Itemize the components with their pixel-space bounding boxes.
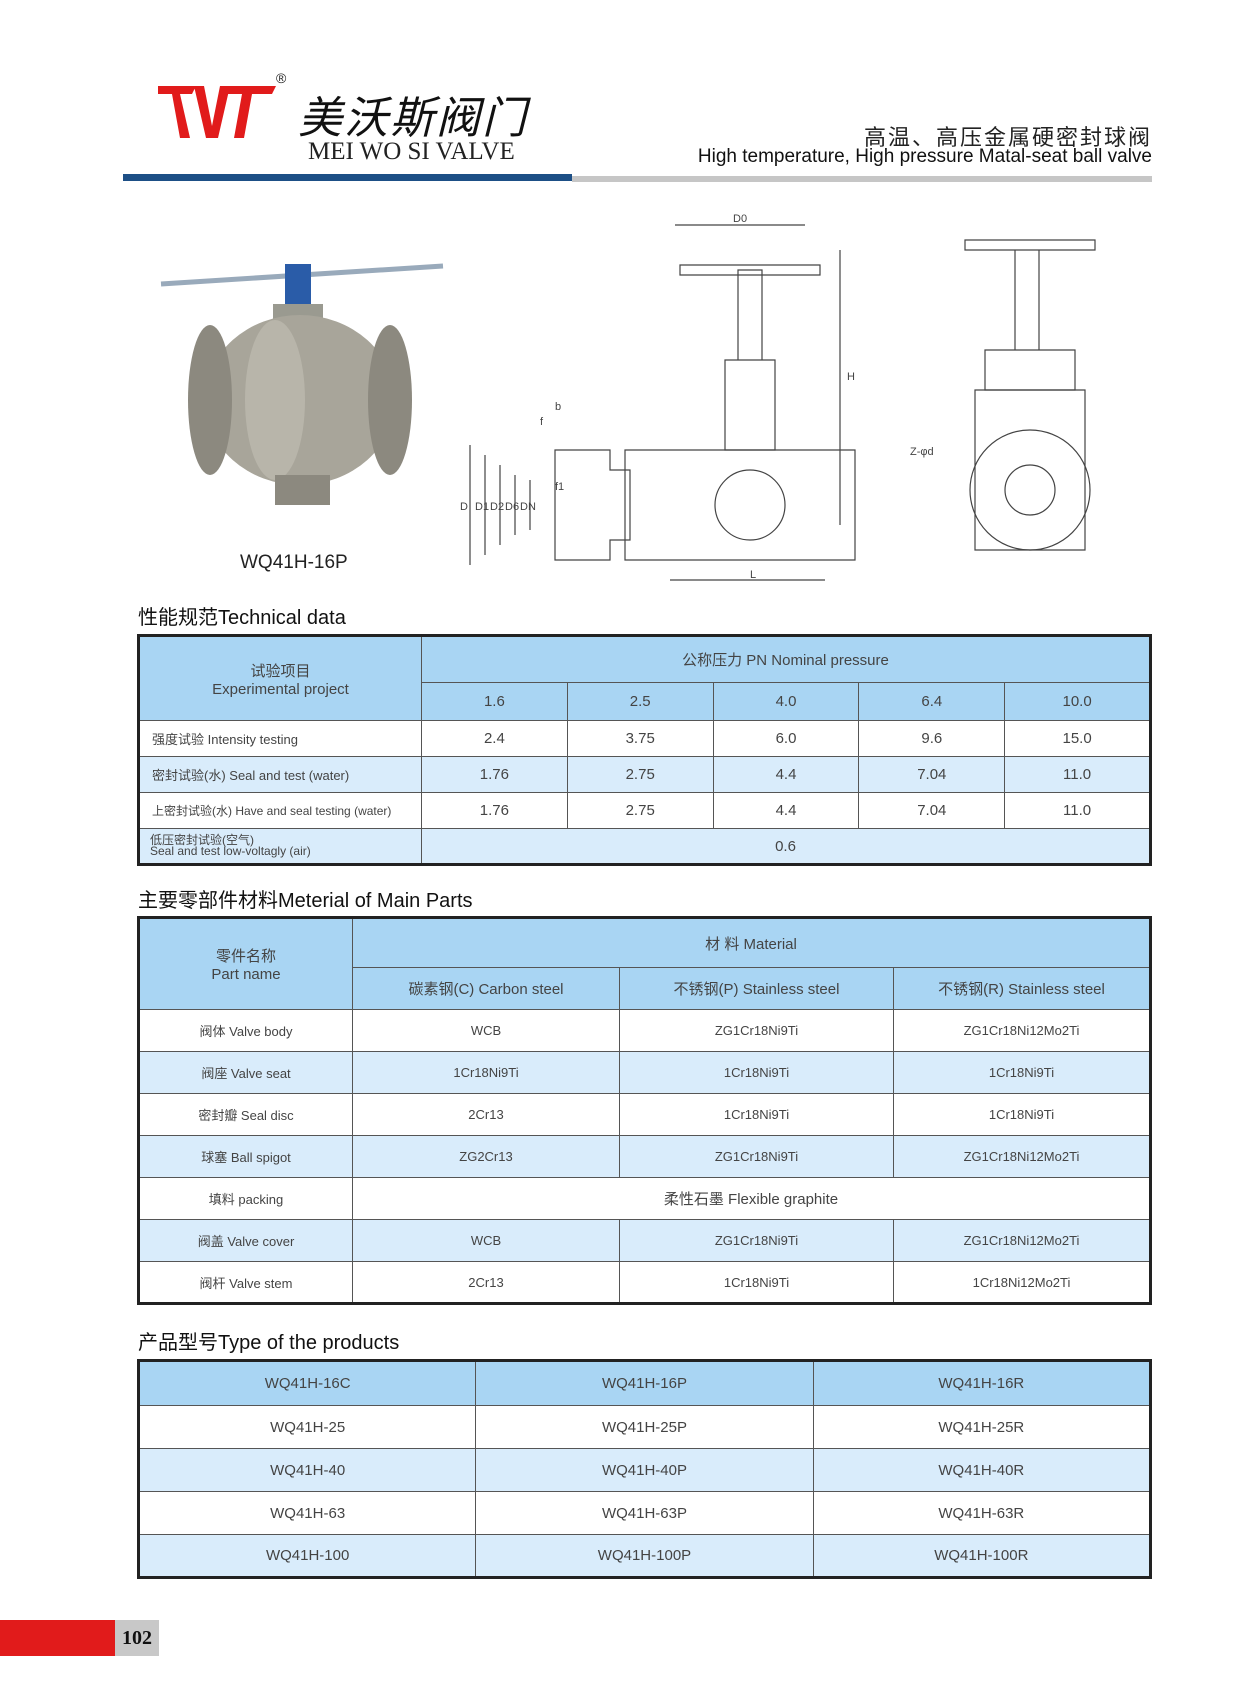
registered-mark: ®: [276, 70, 287, 86]
material-column: 不锈钢(R) Stainless steel: [893, 967, 1151, 1010]
part-name-header: 零件名称 Part name: [138, 917, 353, 1010]
brand-name-en: MEI WO SI VALVE: [308, 138, 515, 165]
label-l: L: [750, 569, 756, 581]
product-caption: WQ41H-16P: [240, 552, 348, 573]
valve-photo: [160, 263, 444, 505]
material-header: 材 料 Material: [352, 917, 1151, 968]
page-number: 102: [115, 1620, 159, 1656]
label-d: D: [460, 501, 468, 513]
label-dn: DN: [520, 501, 536, 513]
label-z-phi-d: Z-φd: [910, 446, 934, 458]
table-row: 球塞 Ball spigot ZG2Cr13 ZG1Cr18Ni9Ti ZG1Cr18…: [138, 1135, 1151, 1178]
material-column: 不锈钢(P) Stainless steel: [619, 967, 894, 1010]
pn-header: 2.5: [566, 682, 714, 721]
label-d1: D1: [475, 501, 489, 513]
technical-data-table: 试验项目 Experimental project 公称压力 PN Nominal…: [137, 634, 1152, 866]
table-row: 阀体 Valve body WCB ZG1Cr18Ni9Ti ZG1Cr18Ni12M…: [138, 1009, 1151, 1052]
label-f: f: [540, 416, 544, 428]
table-row: 阀座 Valve seat 1Cr18Ni9Ti 1Cr18Ni9Ti 1Cr18Ni…: [138, 1051, 1151, 1094]
table-row: 上密封试验(水) Have and seal testing (water) 1…: [138, 792, 1151, 829]
label-d2: D2: [490, 501, 504, 513]
page-title-cn: 高温、高压金属硬密封球阀: [863, 125, 1152, 150]
project-header: 试验项目 Experimental project: [138, 635, 422, 721]
footer-accent-bar: [0, 1620, 115, 1656]
table-row: WQ41H-100 WQ41H-100P WQ41H-100R: [137, 1534, 1152, 1578]
header-divider-gray: [572, 176, 1152, 182]
technical-drawing: D0 H L b f D D1 D2 D6 DN f1 Z-φd: [460, 213, 1096, 581]
pn-header: 6.4: [858, 682, 1006, 721]
table-row: WQ41H-63 WQ41H-63P WQ41H-63R: [137, 1491, 1152, 1535]
table-row: 密封瓣 Seal disc 2Cr13 1Cr18Ni9Ti 1Cr18Ni9Ti: [138, 1093, 1151, 1136]
table-row: 填料 packing 柔性石墨 Flexible graphite: [138, 1177, 1151, 1220]
pn-header: 10.0: [1004, 682, 1151, 721]
table-row: WQ41H-25 WQ41H-25P WQ41H-25R: [137, 1405, 1152, 1449]
table-row: 强度试验 Intensity testing 2.4 3.75 6.0 9.6 15.0: [138, 720, 1151, 757]
pressure-header: 公称压力 PN Nominal pressure: [421, 635, 1151, 683]
materials-heading: 主要零部件材料Meterial of Main Parts: [138, 890, 473, 912]
page-title-en: High temperature, High pressure Matal-se…: [697, 146, 1152, 167]
table-row: WQ41H-40 WQ41H-40P WQ41H-40R: [137, 1448, 1152, 1492]
label-d6: D6: [505, 501, 519, 513]
label-b: b: [555, 401, 561, 413]
table-row: 阀盖 Valve cover WCB ZG1Cr18Ni9Ti ZG1Cr18Ni12…: [138, 1219, 1151, 1262]
brand-name-cn: 美沃斯阀门: [298, 93, 528, 144]
material-column: 碳素钢(C) Carbon steel: [352, 967, 620, 1010]
table-row: 密封试验(水) Seal and test (water) 1.76 2.75 4.…: [138, 756, 1151, 793]
brand-logo: [158, 86, 276, 138]
header-divider-blue: [123, 174, 572, 181]
technical-heading: 性能规范Technical data: [138, 607, 346, 629]
pn-header: 1.6: [421, 682, 568, 721]
products-table: WQ41H-16C WQ41H-16P WQ41H-16R WQ41H-25 WQ41…: [137, 1359, 1152, 1579]
label-f1: f1: [555, 481, 564, 493]
pn-header: 4.0: [712, 682, 860, 721]
table-row: 低压密封试验(空气) Seal and test low-voltagly (ai…: [138, 828, 1151, 865]
table-row: 阀杆 Valve stem 2Cr13 1Cr18Ni9Ti 1Cr18Ni12Mo2…: [138, 1261, 1151, 1304]
table-row: WQ41H-16C WQ41H-16P WQ41H-16R: [137, 1360, 1152, 1406]
label-h: H: [847, 371, 855, 383]
products-heading: 产品型号Type of the products: [138, 1332, 400, 1354]
label-d0: D0: [733, 213, 747, 225]
materials-table: 零件名称 Part name 材 料 Material 碳素钢(C) Carbon…: [137, 916, 1152, 1305]
